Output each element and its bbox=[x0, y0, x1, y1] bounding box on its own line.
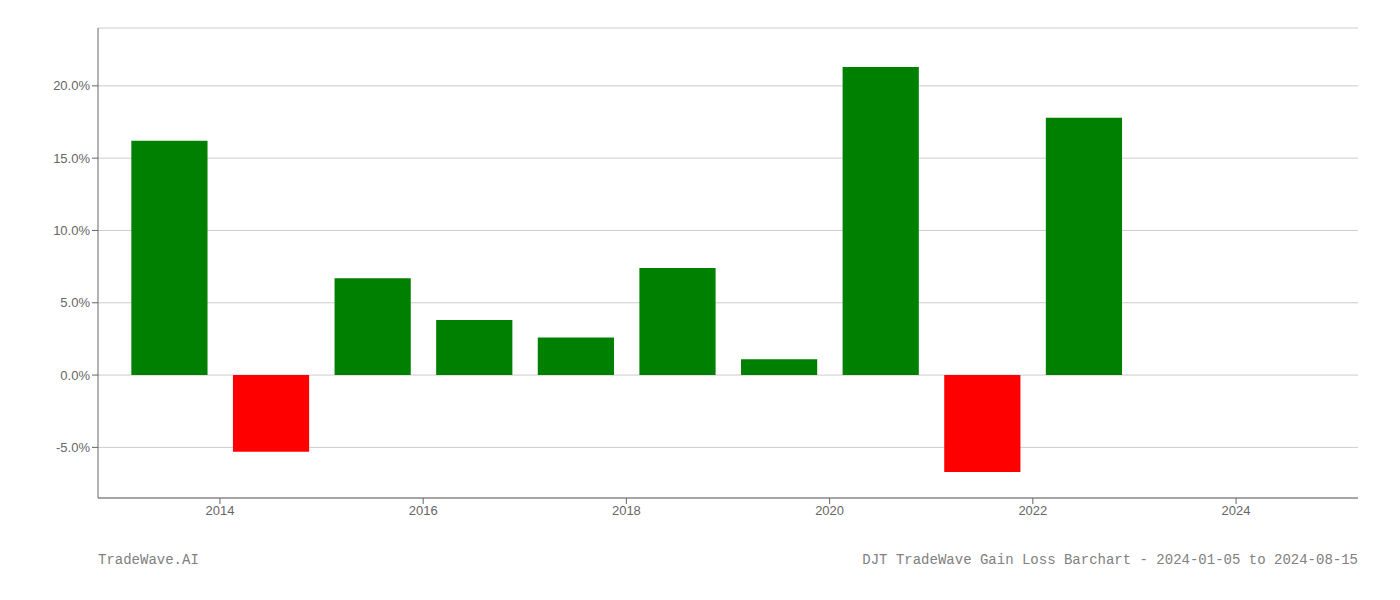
svg-text:2022: 2022 bbox=[1018, 503, 1047, 518]
svg-text:2024: 2024 bbox=[1222, 503, 1251, 518]
html-text:DJT TradeWave Gain Loss Barcha: DJT TradeWave Gain Loss Barchart - 2024-… bbox=[862, 552, 1358, 568]
svg-text:5.0%: 5.0% bbox=[60, 295, 90, 310]
svg-text:2016: 2016 bbox=[409, 503, 438, 518]
html-text:TradeWave.AI: TradeWave.AI bbox=[98, 552, 199, 568]
svg-text:2018: 2018 bbox=[612, 503, 641, 518]
svg-text:-5.0%: -5.0% bbox=[56, 440, 90, 455]
svg-text:10.0%: 10.0% bbox=[53, 223, 90, 238]
svg-text:15.0%: 15.0% bbox=[53, 151, 90, 166]
svg-text:0.0%: 0.0% bbox=[60, 368, 90, 383]
svg-text:2020: 2020 bbox=[815, 503, 844, 518]
svg-text:2014: 2014 bbox=[205, 503, 234, 518]
svg-text:20.0%: 20.0% bbox=[53, 78, 90, 93]
